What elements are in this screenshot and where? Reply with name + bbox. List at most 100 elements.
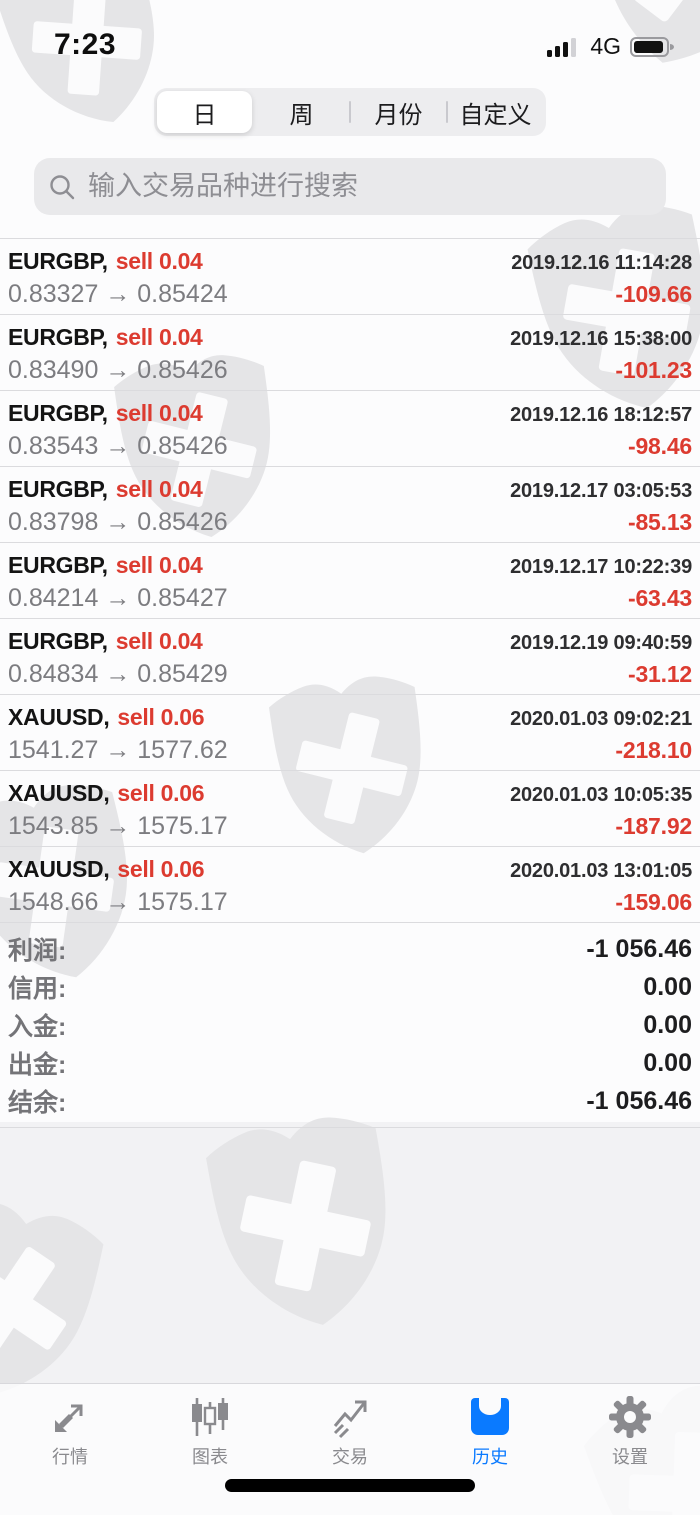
summary-row: 出金: 0.00: [8, 1044, 692, 1082]
bottom-tab-bar: 行情 图表: [0, 1383, 700, 1515]
trade-symbol: EURGBP,: [8, 324, 108, 350]
trade-profit: -101.23: [615, 357, 692, 383]
period-tab-day[interactable]: 日: [157, 91, 252, 133]
trade-history-list: EURGBP, sell 0.04 2019.12.16 11:14:28 0.…: [0, 238, 700, 923]
trade-datetime: 2019.12.16 18:12:57: [510, 404, 692, 426]
trade-profit: -85.13: [627, 509, 692, 535]
summary-value: -1 056.46: [586, 934, 692, 963]
trade-trend-icon: [333, 1400, 367, 1439]
trade-datetime: 2019.12.19 09:40:59: [510, 632, 692, 654]
trade-datetime: 2020.01.03 13:01:05: [510, 860, 692, 882]
trade-datetime: 2019.12.17 03:05:53: [510, 480, 692, 502]
tab-label: 交易: [332, 1447, 368, 1467]
trade-profit: -98.46: [627, 433, 692, 459]
trade-symbol: EURGBP,: [8, 400, 108, 426]
tab-charts[interactable]: 图表: [140, 1384, 280, 1515]
account-summary: 利润: -1 056.46 信用: 0.00 入金: 0.00 出金: 0.00…: [0, 923, 700, 1128]
search-bar[interactable]: [34, 158, 666, 215]
trade-row[interactable]: XAUUSD, sell 0.06 2020.01.03 13:01:05 15…: [0, 847, 700, 923]
tab-quotes[interactable]: 行情: [0, 1384, 140, 1515]
summary-value: -1 056.46: [586, 1086, 692, 1115]
trade-profit: -31.12: [627, 661, 692, 687]
trade-side-volume: sell 0.06: [117, 856, 205, 882]
trade-row[interactable]: EURGBP, sell 0.04 2019.12.17 10:22:39 0.…: [0, 543, 700, 619]
segment-separator: [349, 101, 351, 123]
summary-label: 入金:: [8, 1013, 67, 1041]
trade-row[interactable]: EURGBP, sell 0.04 2019.12.16 15:38:00 0.…: [0, 315, 700, 391]
summary-row: 利润: -1 056.46: [8, 930, 692, 968]
summary-label: 利润:: [8, 937, 67, 965]
candlestick-chart-icon: [192, 1398, 228, 1436]
summary-label: 信用:: [8, 975, 67, 1003]
history-tray-icon: [471, 1398, 509, 1435]
trade-row[interactable]: EURGBP, sell 0.04 2019.12.19 09:40:59 0.…: [0, 619, 700, 695]
trade-side-volume: sell 0.06: [117, 704, 205, 730]
summary-row: 入金: 0.00: [8, 1006, 692, 1044]
tab-history[interactable]: 历史: [420, 1384, 560, 1515]
segment-separator: [446, 101, 448, 123]
trade-symbol: XAUUSD,: [8, 780, 110, 806]
period-tab-custom[interactable]: 自定义: [448, 91, 543, 133]
trade-row[interactable]: EURGBP, sell 0.04 2019.12.16 18:12:57 0.…: [0, 391, 700, 467]
tab-label: 历史: [472, 1447, 508, 1467]
summary-value: 0.00: [643, 1048, 692, 1077]
trade-symbol: EURGBP,: [8, 248, 108, 274]
trade-row[interactable]: XAUUSD, sell 0.06 2020.01.03 09:02:21 15…: [0, 695, 700, 771]
trade-profit: -218.10: [615, 737, 692, 763]
trade-symbol: XAUUSD,: [8, 856, 110, 882]
trade-profit: -187.92: [615, 813, 692, 839]
status-bar: 7:23 4G: [0, 0, 700, 62]
trade-open-close-prices: 0.84834 → 0.85429: [8, 660, 228, 688]
trade-datetime: 2019.12.16 11:14:28: [511, 252, 692, 274]
trade-side-volume: sell 0.04: [115, 552, 203, 578]
summary-value: 0.00: [643, 972, 692, 1001]
trade-open-close-prices: 0.83490 → 0.85426: [8, 356, 228, 384]
trade-open-close-prices: 0.83327 → 0.85424: [8, 280, 228, 308]
trade-symbol: EURGBP,: [8, 552, 108, 578]
tab-label: 图表: [192, 1447, 228, 1467]
trade-profit: -159.06: [615, 889, 692, 915]
tab-trade[interactable]: 交易: [280, 1384, 420, 1515]
trade-side-volume: sell 0.04: [115, 476, 203, 502]
trade-open-close-prices: 1541.27 → 1577.62: [8, 736, 228, 764]
trade-row[interactable]: EURGBP, sell 0.04 2019.12.16 11:14:28 0.…: [0, 239, 700, 315]
trade-open-close-prices: 0.84214 → 0.85427: [8, 584, 228, 612]
home-indicator[interactable]: [225, 1479, 475, 1492]
trade-row[interactable]: EURGBP, sell 0.04 2019.12.17 03:05:53 0.…: [0, 467, 700, 543]
summary-row: 信用: 0.00: [8, 968, 692, 1006]
trade-symbol: EURGBP,: [8, 628, 108, 654]
trade-row[interactable]: XAUUSD, sell 0.06 2020.01.03 10:05:35 15…: [0, 771, 700, 847]
trade-side-volume: sell 0.04: [115, 248, 203, 274]
trade-open-close-prices: 0.83543 → 0.85426: [8, 432, 228, 460]
network-type-label: 4G: [590, 33, 621, 59]
period-segmented-control: 日 周 月份 自定义: [154, 88, 546, 136]
trade-symbol: XAUUSD,: [8, 704, 110, 730]
trade-datetime: 2020.01.03 10:05:35: [510, 784, 692, 806]
trade-symbol: EURGBP,: [8, 476, 108, 502]
summary-label: 结余:: [8, 1089, 67, 1117]
summary-row: 结余: -1 056.46: [8, 1082, 692, 1120]
tab-label: 设置: [612, 1447, 648, 1467]
trade-side-volume: sell 0.04: [115, 400, 203, 426]
search-icon: [50, 174, 75, 199]
battery-icon: [630, 36, 674, 57]
tab-label: 行情: [52, 1447, 88, 1467]
trade-side-volume: sell 0.04: [115, 324, 203, 350]
trade-side-volume: sell 0.06: [117, 780, 205, 806]
trade-side-volume: sell 0.04: [115, 628, 203, 654]
clock-time: 7:23: [54, 28, 117, 61]
period-tab-month[interactable]: 月份: [351, 91, 446, 133]
tab-settings[interactable]: 设置: [560, 1384, 700, 1515]
cellular-signal-icon: [547, 37, 577, 57]
trade-datetime: 2020.01.03 09:02:21: [510, 708, 692, 730]
trade-datetime: 2019.12.17 10:22:39: [510, 556, 692, 578]
quotes-arrows-icon: [55, 1404, 83, 1432]
period-tab-week[interactable]: 周: [254, 91, 349, 133]
trade-profit: -63.43: [627, 585, 692, 611]
summary-value: 0.00: [643, 1010, 692, 1039]
trade-profit: -109.66: [615, 281, 692, 307]
trade-datetime: 2019.12.16 15:38:00: [510, 328, 692, 350]
search-input[interactable]: [86, 170, 652, 203]
